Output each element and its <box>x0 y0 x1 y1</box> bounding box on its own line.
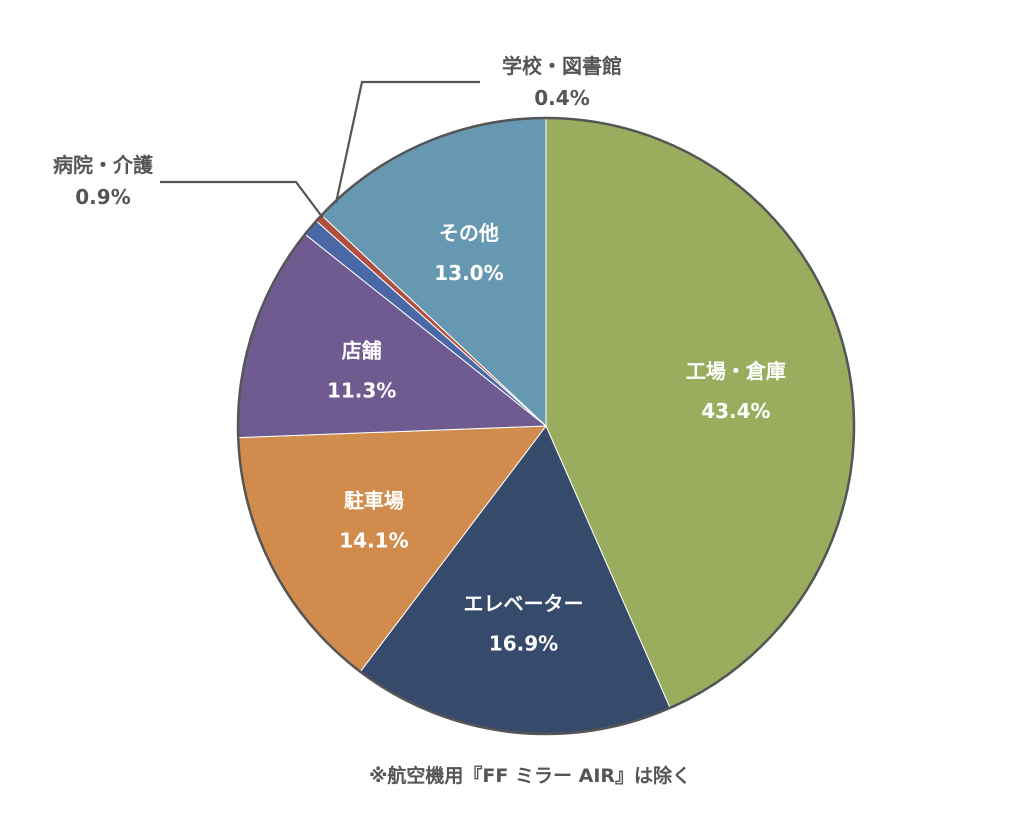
slice-percent-label: 14.1% <box>339 529 408 553</box>
pie-slices <box>237 117 855 735</box>
slice-percent-label: 13.0% <box>434 261 503 285</box>
slice-name-label: 店舗 <box>342 338 382 362</box>
slice-name-label: エレベーター <box>463 592 583 616</box>
footnote: ※航空機用『FF ミラー AIR』は除く <box>369 764 691 787</box>
slice-percent-label: 0.9% <box>75 185 130 209</box>
pie-outline <box>236 116 856 736</box>
slice-name-label: 工場・倉庫 <box>686 359 786 383</box>
slice-labels: 工場・倉庫 43.4% エレベーター 16.9% 駐車場 14.1% 店舗 11.3% 病院・介… <box>53 54 786 656</box>
leader-lines <box>160 80 480 219</box>
slice-name-label: 病院・介護 <box>53 153 154 177</box>
slice-percent-label: 16.9% <box>489 632 558 656</box>
leader-line <box>160 180 324 219</box>
slice-percent-label: 0.4% <box>534 86 589 110</box>
slice-name-label: 駐車場 <box>344 489 404 513</box>
slice-percent-label: 43.4% <box>701 399 770 423</box>
slice-name-label: 学校・図書館 <box>502 54 622 78</box>
leader-line <box>334 80 480 204</box>
slice-name-label: その他 <box>439 221 499 245</box>
slice-percent-label: 11.3% <box>327 378 396 402</box>
